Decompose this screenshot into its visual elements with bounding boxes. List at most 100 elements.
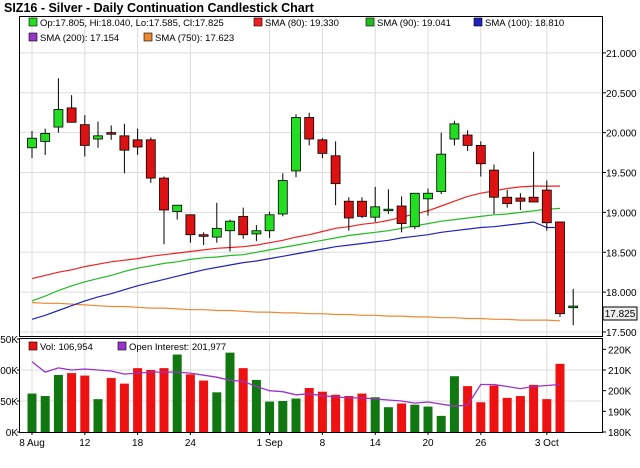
legend-swatch-oi	[117, 341, 127, 351]
volume-bar	[555, 363, 565, 432]
sma-80-line	[31, 185, 560, 280]
price-candles	[27, 78, 579, 326]
candle-body	[343, 200, 354, 219]
candle-body	[423, 192, 433, 200]
price-tick-label: 20.500	[606, 89, 637, 100]
sma-90-line	[31, 207, 561, 302]
price-gridlines	[20, 17, 602, 336]
open-interest-line	[31, 361, 561, 407]
candle-body	[462, 134, 473, 146]
volume-bar	[317, 391, 327, 432]
legend-swatch-sma750	[143, 32, 153, 42]
legend-label-sma750: SMA (750): 17.623	[155, 33, 234, 44]
volume-tick-label: 150K	[0, 335, 18, 346]
volume-bar	[463, 386, 473, 432]
candle-body	[251, 230, 262, 235]
legend-label-ohlc: Op:17.805, Hi:18.040, Lo:17.585, Cl:17.8…	[40, 18, 224, 29]
volume-bar	[436, 415, 446, 432]
legend-label-sma100: SMA (100): 18.810	[485, 18, 564, 29]
volume-bar	[133, 368, 143, 432]
candle-body	[159, 177, 169, 211]
volume-bar	[212, 392, 222, 432]
candle-body	[66, 107, 77, 123]
volume-bar	[278, 401, 288, 432]
legend-swatch-sma100	[473, 17, 483, 27]
candle-body	[119, 135, 130, 151]
legend-label-sma200: SMA (200): 17.154	[40, 33, 119, 44]
price-sma-lines	[31, 185, 561, 322]
last-price-box	[602, 306, 638, 321]
candle-body	[528, 196, 539, 203]
x-axis: 8 Aug 12 18 24 1 Sep 8 14 20 26 3 Oct	[19, 432, 559, 449]
volume-legend: Vol: 106,954 Open Interest: 201,977	[28, 341, 226, 353]
volume-bar	[529, 384, 539, 432]
legend-label-sma80: SMA (80): 19.330	[265, 18, 339, 29]
candle-body	[502, 196, 513, 205]
volume-y-axis: 150K 100K 50K 0K	[0, 335, 20, 439]
volume-bar	[291, 398, 301, 432]
volume-bar	[515, 396, 525, 432]
candle-body	[238, 215, 249, 236]
price-tick-label: 17.500	[606, 328, 637, 339]
volume-bar	[397, 403, 407, 432]
price-tick-label: 21.000	[606, 49, 637, 60]
legend-label-vol: Vol: 106,954	[40, 342, 93, 353]
candle-body	[145, 139, 156, 179]
x-tick-label: 26	[475, 438, 487, 449]
sma-750-line	[31, 301, 561, 322]
legend-label-oi: Open Interest: 201,977	[129, 342, 226, 353]
candle-body	[357, 200, 367, 217]
candle-body	[225, 220, 235, 232]
candle-body	[489, 169, 499, 198]
x-tick-label: 20	[422, 438, 434, 449]
volume-bar	[357, 393, 367, 432]
candle-body	[409, 192, 420, 228]
candle-body	[79, 124, 90, 146]
volume-bar	[67, 373, 77, 432]
price-tick-label: 18.000	[606, 288, 637, 299]
candle-body	[475, 144, 486, 165]
volume-bar	[383, 407, 393, 432]
volume-bar	[265, 401, 275, 432]
x-tick-label: 8 Aug	[19, 438, 45, 449]
candle-body	[198, 234, 209, 237]
legend-label-sma90: SMA (90): 19.041	[377, 18, 451, 29]
price-tick-label: 19.000	[606, 208, 637, 219]
volume-bar	[106, 378, 116, 432]
volume-bar	[225, 352, 235, 432]
candle-body	[185, 214, 196, 236]
candle-body	[515, 197, 526, 202]
volume-bar	[423, 406, 433, 432]
volume-bar	[119, 383, 129, 432]
volume-tick-label: 50K	[0, 397, 18, 408]
price-tick-label: 20.000	[606, 129, 637, 140]
candle-body	[304, 117, 315, 140]
volume-bar	[146, 370, 156, 432]
x-tick-label: 14	[370, 438, 382, 449]
candle-body	[291, 117, 301, 172]
candle-body	[53, 109, 64, 128]
legend-swatch-vol	[28, 341, 38, 351]
candle-body	[568, 305, 579, 309]
price-panel-frame	[19, 16, 603, 337]
volume-bar	[238, 368, 248, 432]
candle-body	[40, 133, 51, 142]
candle-body	[264, 214, 275, 232]
last-price-marker: 17.825	[602, 306, 638, 321]
candle-body	[211, 227, 222, 238]
legend-swatch-sma90	[365, 17, 375, 27]
candle-body	[317, 139, 328, 154]
volume-tick-label: 0K	[6, 428, 19, 439]
volume-bar	[185, 374, 195, 432]
volume-tick-label: 100K	[0, 366, 18, 377]
candle-body	[132, 139, 143, 148]
volume-bar	[199, 380, 209, 432]
candle-body	[330, 155, 341, 185]
oi-tick-label: 200K	[608, 387, 632, 398]
oi-tick-label: 220K	[608, 345, 632, 356]
volume-bar	[502, 397, 512, 432]
price-y-axis: 21.000 20.500 20.000 19.500 19.000 18.500 18.0…	[602, 49, 637, 339]
volume-bar	[489, 385, 499, 432]
